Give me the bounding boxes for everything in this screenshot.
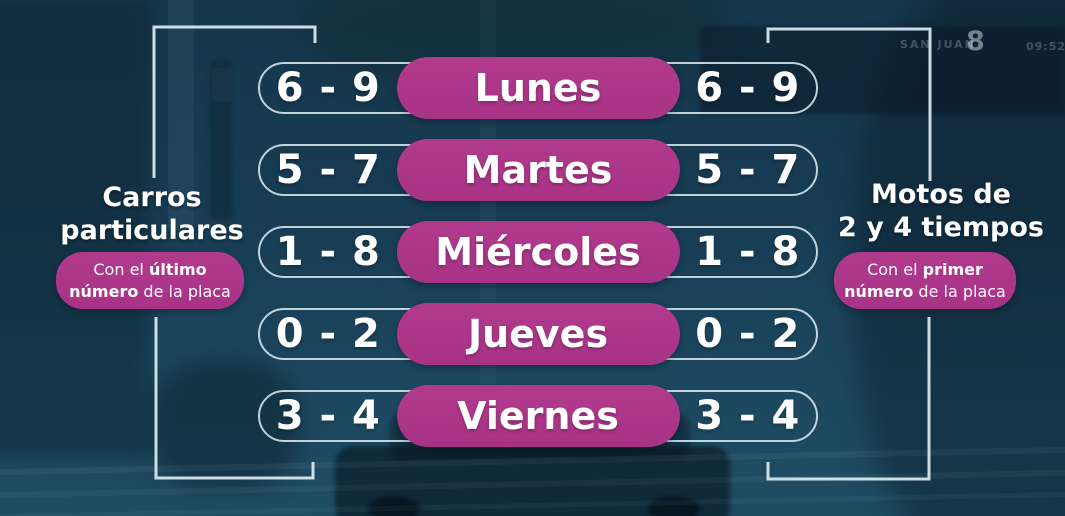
day-pill-wrap: Lunes: [396, 57, 680, 119]
carros-title-line2: particulares: [60, 214, 244, 246]
motos-badge-line2: número de la placa: [840, 281, 1010, 303]
day-pill-wrap: Miércoles: [396, 221, 680, 283]
badge-text-bold: número: [69, 282, 139, 302]
motos-badge-line1: Con el primer: [840, 259, 1010, 281]
motos-plate-numbers: 3 - 4: [695, 393, 801, 439]
motos-plate-numbers: 5 - 7: [695, 147, 801, 193]
day-pill-wrap: Jueves: [396, 303, 680, 365]
schedule-row-viernes: 3 - 4 Viernes 3 - 4: [258, 385, 818, 447]
bg-car-wheel-left: [368, 496, 420, 516]
motos-title: Motos de 2 y 4 tiempos: [821, 179, 1061, 245]
bg-road-marking: [0, 469, 1065, 499]
carros-plate-numbers: 1 - 8: [275, 229, 381, 275]
pole-number-glyph: 8: [966, 26, 985, 57]
day-pill-martes: Martes: [396, 139, 680, 201]
badge-text-bold: número: [844, 282, 914, 302]
day-pill-wrap: Martes: [396, 139, 680, 201]
carros-title: Carros particulares: [32, 182, 272, 248]
carros-badge-line1: Con el último: [62, 259, 238, 281]
badge-text: Con el: [867, 260, 923, 279]
carros-title-line1: Carros: [102, 182, 202, 213]
schedule-row-jueves: 0 - 2 Jueves 0 - 2: [258, 303, 818, 365]
day-pill-lunes: Lunes: [396, 57, 680, 119]
motos-badge: Con el primer número de la placa: [834, 252, 1016, 310]
badge-text: Con el: [93, 260, 149, 279]
schedule-row-lunes: 6 - 9 Lunes 6 - 9: [258, 57, 818, 119]
motos-plate-numbers: 0 - 2: [695, 311, 801, 357]
carros-plate-numbers: 0 - 2: [275, 311, 381, 357]
badge-text: de la placa: [913, 282, 1006, 302]
bg-car-wheel-right: [648, 496, 700, 516]
bg-signal-box: [212, 68, 232, 102]
carros-badge: Con el último número de la placa: [56, 252, 244, 310]
schedule-row-miercoles: 1 - 8 Miércoles 1 - 8: [258, 221, 818, 283]
schedule: 6 - 9 Lunes 6 - 9 5 - 7 Martes 5 - 7 1 -…: [258, 57, 818, 472]
carros-plate-numbers: 3 - 4: [275, 393, 381, 439]
badge-text-bold: último: [148, 260, 207, 279]
carros-plate-numbers: 6 - 9: [275, 65, 381, 111]
motos-title-line2: 2 y 4 tiempos: [838, 211, 1044, 243]
badge-text-bold: primer: [922, 260, 983, 279]
schedule-row-martes: 5 - 7 Martes 5 - 7: [258, 139, 818, 201]
day-pill-wrap: Viernes: [396, 385, 680, 447]
day-pill-miercoles: Miércoles: [396, 221, 680, 283]
bg-road-marking: [0, 491, 1065, 516]
motos-title-line1: Motos de: [871, 179, 1011, 210]
carros-badge-line2: número de la placa: [62, 281, 238, 303]
day-pill-jueves: Jueves: [396, 303, 680, 365]
street-sign-text: SAN JUAN: [900, 38, 976, 51]
day-pill-viernes: Viernes: [396, 385, 680, 447]
badge-text: de la placa: [138, 282, 231, 302]
motos-plate-numbers: 1 - 8: [695, 229, 801, 275]
clock-display: 09:52: [1026, 40, 1065, 53]
carros-plate-numbers: 5 - 7: [275, 147, 381, 193]
motos-plate-numbers: 6 - 9: [695, 65, 801, 111]
